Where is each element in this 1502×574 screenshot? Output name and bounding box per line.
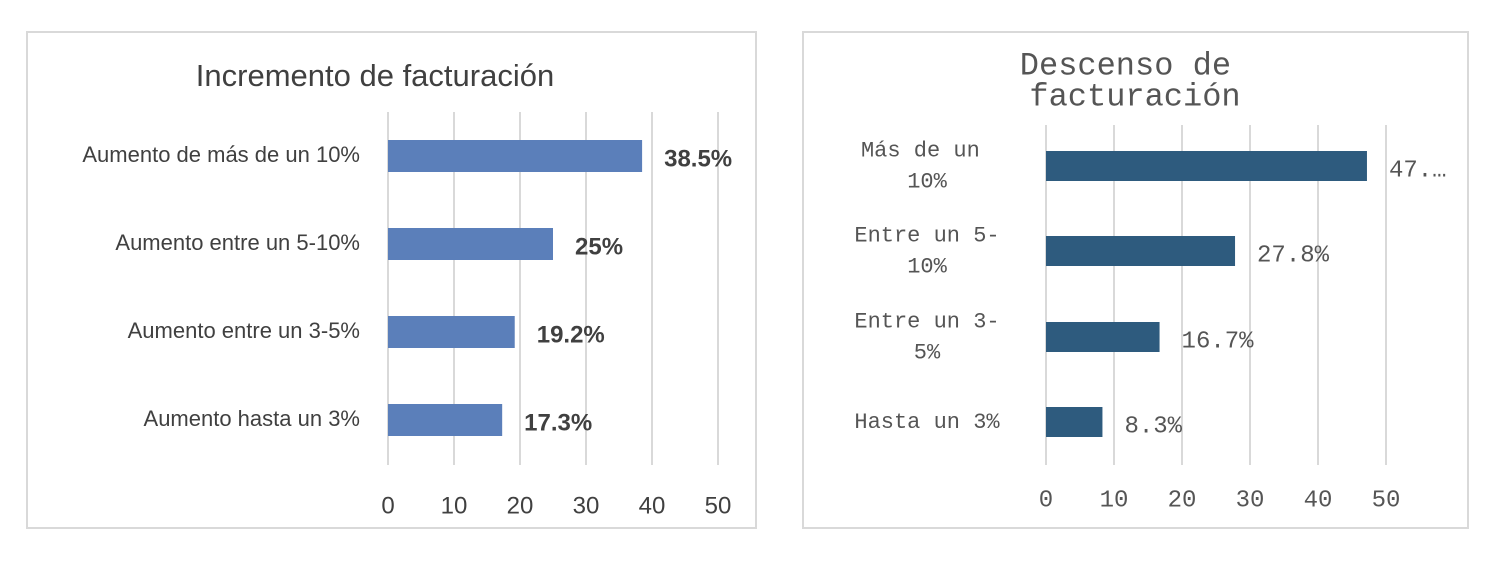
- x-tick-label: 20: [507, 492, 534, 519]
- data-label: 19.2%: [537, 321, 605, 348]
- x-tick-label: 20: [1168, 487, 1197, 514]
- chart-title: Incremento de facturación: [196, 58, 554, 93]
- chart-frame: [26, 31, 757, 529]
- category-label: Aumento hasta un 3%: [144, 406, 360, 431]
- data-label: 16.7%: [1182, 328, 1255, 355]
- category-label: Entre un 3-5%: [854, 309, 999, 365]
- x-tick-label: 40: [639, 492, 666, 519]
- bar: [388, 316, 515, 348]
- bar: [1046, 407, 1103, 437]
- data-label: 38.5%: [664, 145, 732, 172]
- x-tick-label: 0: [1039, 487, 1053, 514]
- data-label: 17.3%: [524, 409, 592, 436]
- chart-frame: [802, 31, 1469, 529]
- data-label: 27.8%: [1257, 242, 1330, 269]
- x-tick-label: 10: [1100, 487, 1129, 514]
- category-label: Hasta un 3%: [854, 410, 1000, 435]
- chart-1: Incremento de facturación 0 10 20 30 40 50 Aume…: [82, 58, 732, 519]
- x-tick-label: 40: [1304, 487, 1333, 514]
- category-label: Aumento entre un 5-10%: [115, 230, 360, 255]
- x-tick-label: 30: [1236, 487, 1265, 514]
- chart-title: Descenso de facturación: [1020, 48, 1250, 116]
- bar: [1046, 236, 1236, 266]
- category-label: Entre un 5-10%: [854, 223, 999, 279]
- data-label: 25%: [575, 233, 623, 260]
- x-tick-label: 50: [705, 492, 732, 519]
- x-tick-label: 0: [381, 492, 394, 519]
- x-tick-label: 30: [573, 492, 600, 519]
- data-label: 8.3%: [1124, 413, 1182, 440]
- bar: [388, 140, 643, 172]
- chart-2: Descenso de facturación 0 10 20 30 40 50 Más de…: [854, 48, 1446, 514]
- data-label: 47.…: [1389, 157, 1447, 184]
- bar: [388, 404, 503, 436]
- category-label: Aumento de más de un 10%: [82, 142, 360, 167]
- bar: [388, 228, 553, 260]
- category-label: Más de un 10%: [861, 138, 993, 194]
- bar: [1046, 151, 1367, 181]
- category-label: Aumento entre un 3-5%: [128, 318, 360, 343]
- x-tick-label: 10: [441, 492, 468, 519]
- bar: [1046, 322, 1160, 352]
- x-tick-label: 50: [1372, 487, 1401, 514]
